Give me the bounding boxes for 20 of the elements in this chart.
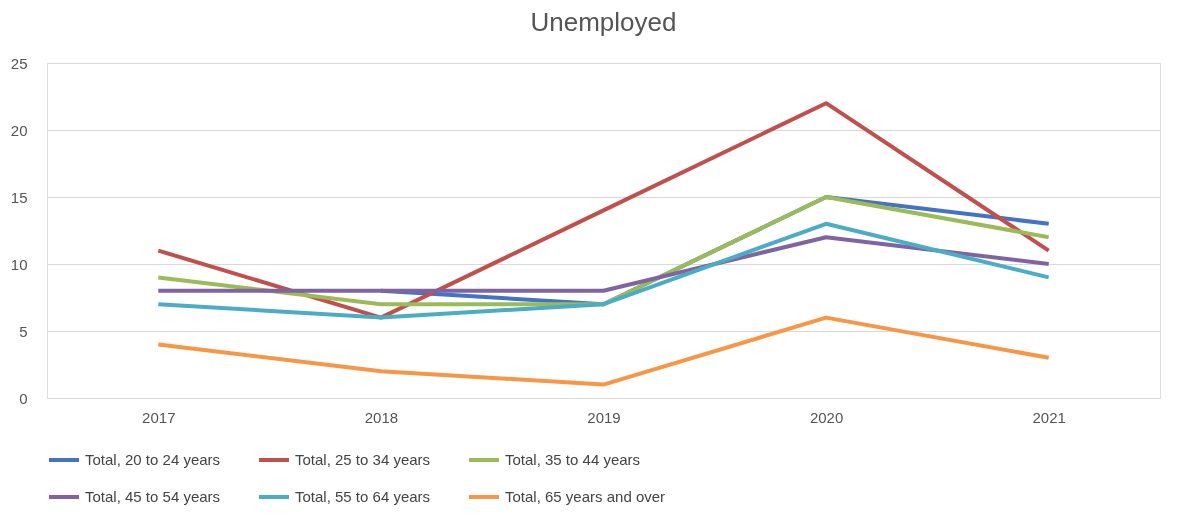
x-tick-label: 2021 [1032, 408, 1066, 426]
y-tick-label: 0 [19, 389, 28, 407]
x-tick-label: 2019 [587, 408, 621, 426]
y-tick-label: 15 [10, 188, 28, 206]
legend-label: Total, 55 to 64 years [295, 488, 431, 505]
legend-label: Total, 65 years and over [505, 488, 666, 505]
y-tick-label: 20 [10, 121, 28, 139]
x-tick-label: 2020 [809, 408, 844, 426]
x-tick-label: 2017 [142, 408, 176, 426]
y-tick-label: 10 [10, 255, 28, 273]
x-tick-label: 2018 [364, 408, 399, 426]
legend-label: Total, 45 to 54 years [85, 488, 221, 505]
y-tick-label: 25 [10, 54, 28, 72]
chart-title: Unemployed [530, 7, 677, 37]
legend-label: Total, 35 to 44 years [505, 451, 641, 468]
line-series [156, 315, 1051, 387]
line-series [156, 221, 1051, 320]
legend-label: Total, 20 to 24 years [85, 451, 221, 468]
y-tick-label: 5 [19, 322, 28, 340]
legend-label: Total, 25 to 34 years [295, 451, 431, 468]
